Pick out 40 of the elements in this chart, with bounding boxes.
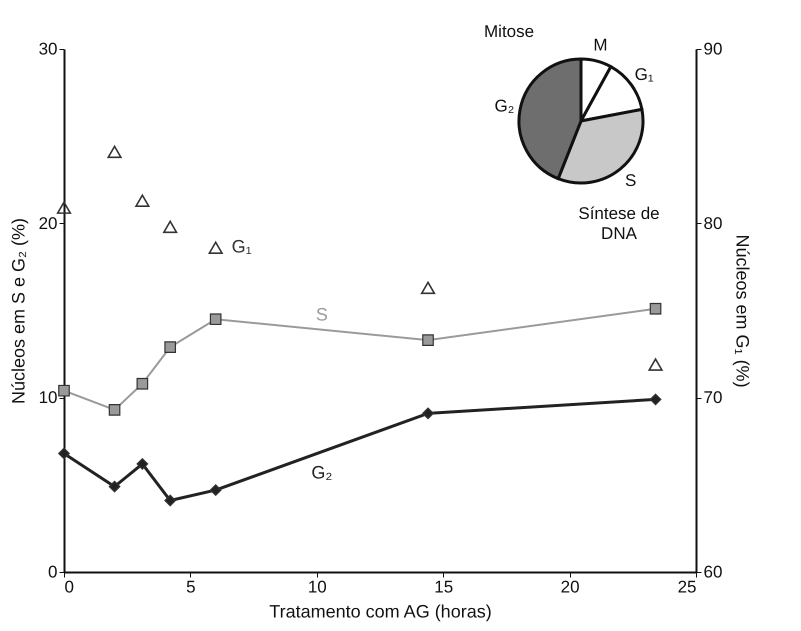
y2-tick-label: 60	[704, 562, 722, 582]
annotation: Síntese de DNA	[577, 204, 661, 244]
slice-label: M	[593, 35, 608, 54]
y2-tick-label: 90	[704, 40, 722, 58]
y-axis-title: Núcleos em S e G₂ (%)	[8, 218, 29, 404]
series-label: G₂	[311, 462, 332, 483]
x-tick-label: 10	[308, 578, 327, 596]
x-axis-title: Tratamento com AG (horas)	[269, 602, 492, 622]
x-tick-label: 25	[678, 578, 696, 596]
point	[210, 313, 222, 326]
y-tick-label: 10	[38, 388, 58, 408]
point	[210, 484, 222, 496]
y2-tick-label: 70	[704, 388, 722, 408]
point	[58, 384, 70, 397]
slice-label: G₁	[634, 65, 654, 84]
y-tick-label: 30	[38, 40, 58, 58]
point	[58, 448, 70, 460]
y2-tick-label: 80	[704, 214, 722, 233]
y-tick-label: 0	[48, 562, 58, 582]
x-tick-label: 20	[560, 578, 580, 596]
point	[108, 480, 120, 492]
point	[164, 494, 176, 506]
point	[422, 408, 434, 420]
y2-axis-title: Núcleos em G₁ (%)	[732, 234, 752, 388]
slice-label: G₂	[494, 96, 514, 116]
series-label: S	[316, 304, 328, 325]
point	[136, 378, 148, 390]
point	[650, 302, 662, 315]
x-tick-label: 5	[186, 578, 196, 596]
point	[108, 404, 120, 416]
point	[164, 341, 176, 353]
point	[650, 394, 662, 406]
slice-label: S	[625, 171, 636, 190]
y-tick-label: 20	[38, 214, 58, 233]
x-tick-label: 15	[434, 578, 454, 596]
point	[136, 458, 148, 470]
text: Mitose	[484, 22, 534, 42]
point	[422, 334, 434, 346]
series-label: G₁	[232, 236, 252, 257]
x-tick-label: 0	[64, 578, 74, 596]
